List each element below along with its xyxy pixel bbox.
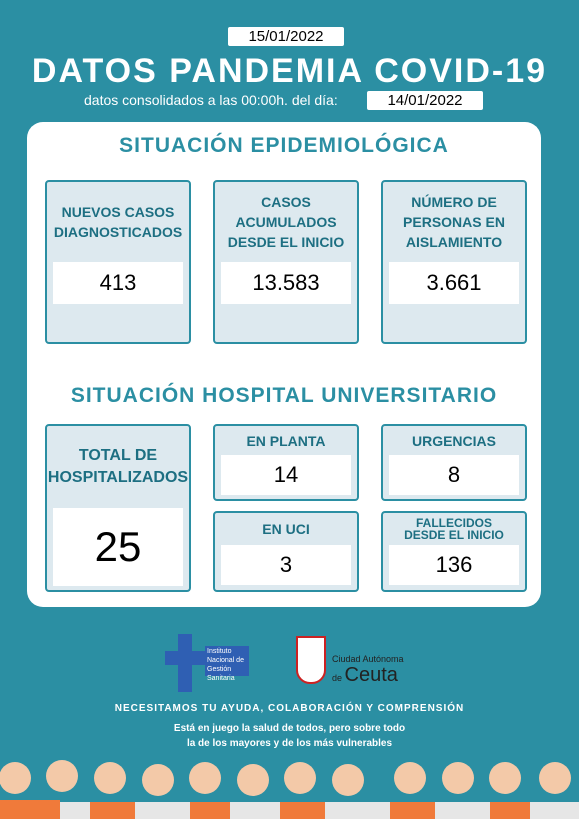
stat-label: ACUMULADOS	[235, 214, 337, 230]
stat-label: URGENCIAS	[411, 432, 496, 449]
section-title: SITUACIÓN EPIDEMIOLÓGICA	[119, 134, 449, 157]
stat-card: EN PLANTA 14	[213, 424, 359, 501]
stat-value: 13.583	[221, 262, 351, 304]
stat-value: 14	[221, 455, 351, 495]
ingesa-logo: Instituto Nacional de Gestión Sanitaria	[165, 632, 249, 694]
logo-text: de	[332, 673, 343, 683]
logo-text: Ceuta	[344, 664, 398, 686]
stat-label: AISLAMIENTO	[405, 234, 503, 250]
ingesa-text: Instituto Nacional de Gestión Sanitaria	[205, 646, 249, 682]
people-illustration	[0, 760, 579, 819]
logo-text: Gestión	[207, 666, 232, 673]
data-date: 14/01/2022	[367, 91, 483, 110]
footer-line: Está en juego la salud de todos, pero so…	[173, 723, 406, 734]
slogan: NECESITAMOS TU AYUDA, COLABORACIÓN Y COM…	[114, 703, 465, 714]
stat-label: EN PLANTA	[246, 432, 326, 449]
stat-label: FALLECIDOS	[415, 516, 492, 530]
stat-value: 3	[221, 545, 351, 585]
stat-value: 25	[53, 508, 183, 586]
section-title: SITUACIÓN HOSPITAL UNIVERSITARIO	[70, 384, 498, 407]
stat-value: 413	[53, 262, 183, 304]
cross-icon	[165, 634, 205, 692]
stat-card: CASOS ACUMULADOS DESDE EL INICIO 13.583	[213, 180, 359, 344]
subtitle: datos consolidados a las 00:00h. del día…	[84, 92, 338, 108]
ceuta-shield	[296, 636, 326, 684]
stat-label: NÚMERO DE	[411, 194, 497, 210]
stat-label: TOTAL DE	[78, 447, 158, 464]
logo-text: Sanitaria	[207, 675, 235, 682]
stat-label: DESDE EL INICIO	[227, 234, 345, 250]
logo-text: Ciudad Autónoma	[332, 654, 404, 664]
stat-value: 136	[389, 545, 519, 585]
stat-label: NUEVOS CASOS	[61, 204, 175, 220]
stat-label: DIAGNOSTICADOS	[53, 224, 183, 240]
stat-label: CASOS	[261, 194, 311, 210]
footer-text: Está en juego la salud de todos, pero so…	[0, 721, 579, 751]
stat-label: HOSPITALIZADOS	[47, 469, 189, 486]
stat-card: NUEVOS CASOS DIAGNOSTICADOS 413	[45, 180, 191, 344]
stat-label: DESDE EL INICIO	[404, 528, 504, 542]
stat-label: PERSONAS EN	[403, 214, 505, 230]
stat-card: EN UCI 3	[213, 511, 359, 592]
stat-label: EN UCI	[262, 521, 310, 537]
stat-card: TOTAL DE HOSPITALIZADOS 25	[45, 424, 191, 592]
stat-card: FALLECIDOS DESDE EL INICIO 136	[381, 511, 527, 592]
stat-value: 8	[389, 455, 519, 495]
stat-card: URGENCIAS 8	[381, 424, 527, 501]
date: 15/01/2022	[228, 27, 344, 46]
title: DATOS PANDEMIA COVID-19	[31, 52, 548, 90]
stat-card: NÚMERO DE PERSONAS EN AISLAMIENTO 3.661	[381, 180, 527, 344]
stat-value: 3.661	[389, 262, 519, 304]
ceuta-text: Ciudad Autónoma de Ceuta	[332, 654, 404, 687]
footer-line: la de los mayores y de los más vulnerabl…	[186, 738, 393, 749]
logo-text: Instituto Nacional de	[207, 648, 244, 664]
